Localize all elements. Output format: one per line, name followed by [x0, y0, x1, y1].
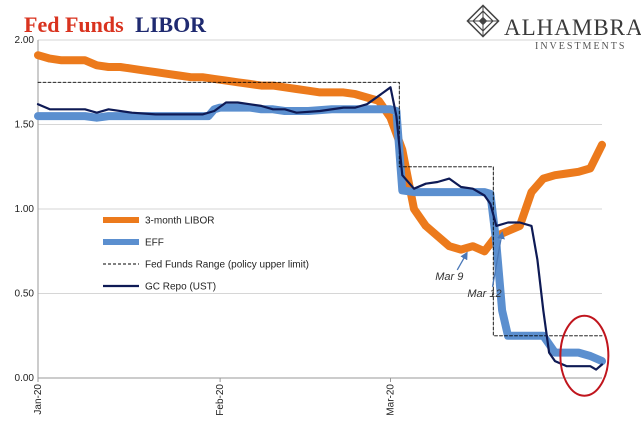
gridlines	[38, 39, 602, 294]
legend: 3-month LIBOR EFF Fed Funds Range (policy …	[103, 216, 309, 293]
series-line-gc-repo-ust	[36, 86, 604, 371]
y-tick-label: 1.00	[15, 204, 35, 215]
x-tick-label: Feb-20	[215, 384, 226, 416]
series-lines	[34, 51, 606, 371]
legend-label: GC Repo (UST)	[145, 282, 216, 293]
highlight-circle	[559, 314, 610, 397]
brand-subtitle: INVESTMENTS	[535, 41, 626, 52]
annotation-label: Mar 12	[467, 288, 501, 300]
brand-name: ALHAMBRA	[504, 15, 641, 40]
x-tick-label: Jan-20	[33, 384, 44, 415]
y-axis-ticks: 2.00 1.50 1.00 0.50 0.00	[15, 35, 35, 384]
title-libor: LIBOR	[135, 12, 207, 37]
chart-title: Fed Funds LIBOR	[24, 12, 207, 37]
y-tick-label: 2.00	[15, 35, 35, 46]
legend-label: 3-month LIBOR	[145, 216, 214, 227]
series-line-fed-funds-range-policy-upper-limit	[37, 81, 603, 337]
highlight-ellipse	[559, 314, 610, 397]
annotation-label: Mar 9	[435, 271, 463, 283]
y-tick-label: 1.50	[15, 120, 35, 131]
annotation-arrow	[491, 231, 505, 287]
annotation-arrow	[456, 251, 468, 271]
legend-label: Fed Funds Range (policy upper limit)	[145, 260, 309, 271]
title-fed-funds: Fed Funds	[24, 12, 124, 37]
alhambra-diamond-logo	[466, 4, 500, 38]
y-tick-label: 0.50	[15, 289, 35, 300]
y-tick-label: 0.00	[15, 373, 35, 384]
x-tick-label: Mar-20	[386, 384, 397, 416]
series-line-3-month-libor	[34, 51, 606, 256]
legend-label: EFF	[145, 238, 164, 249]
series-line-eff	[34, 103, 606, 366]
x-axis-ticks: Jan-20 Feb-20 Mar-20	[33, 378, 397, 416]
annotations: Mar 9 Mar 12	[435, 231, 505, 300]
axes	[37, 40, 602, 379]
